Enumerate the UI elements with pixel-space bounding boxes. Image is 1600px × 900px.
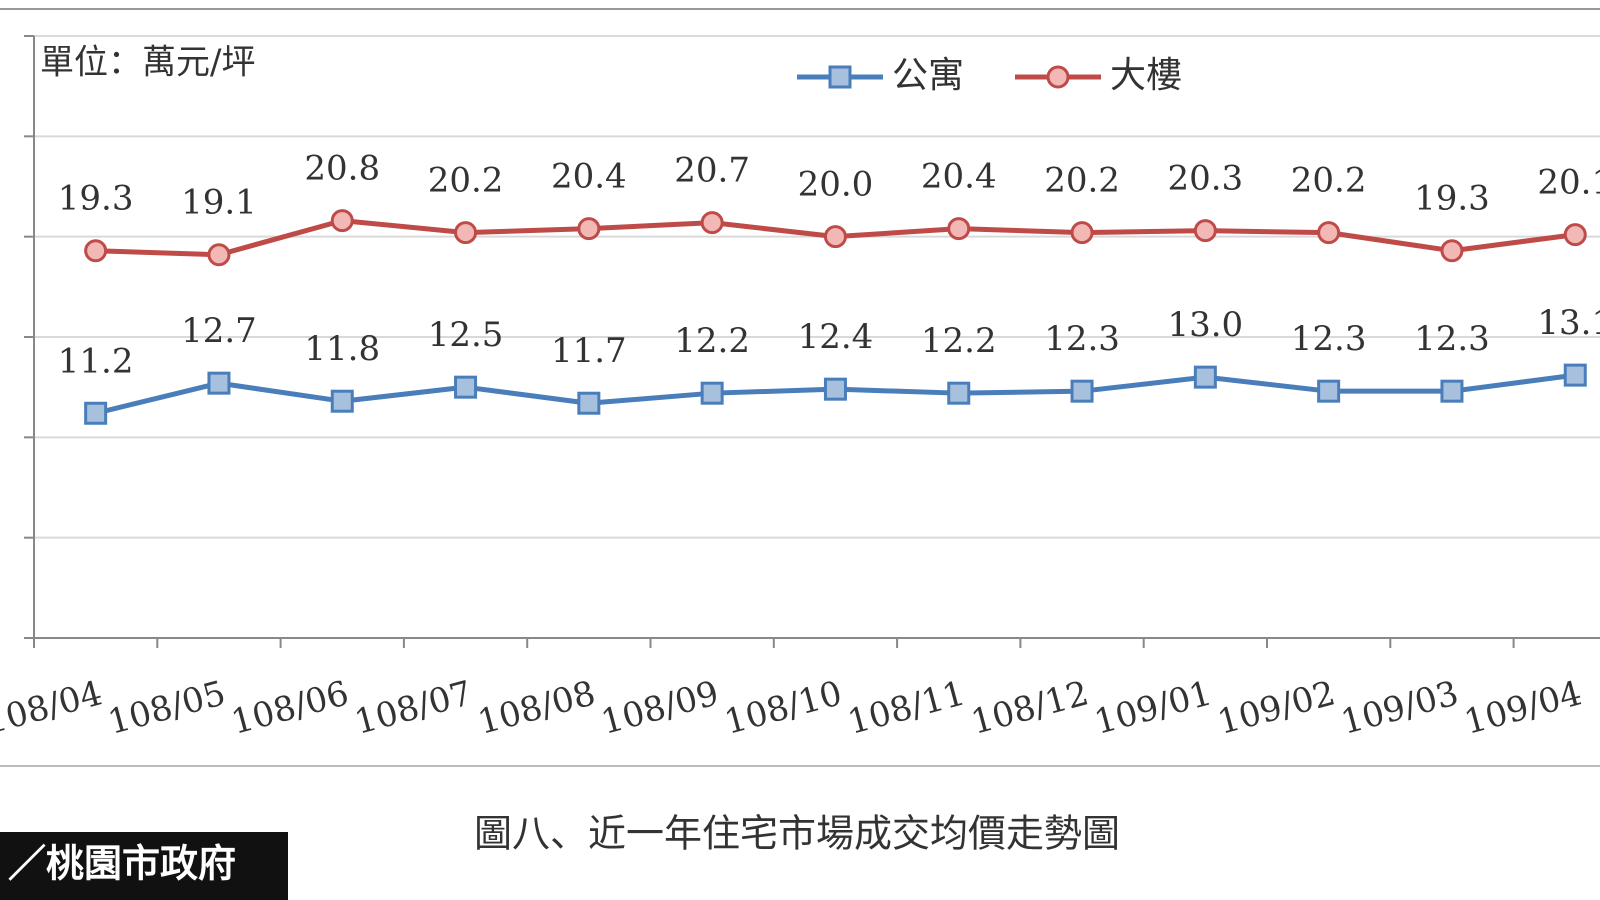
data-label: 11.7 xyxy=(551,331,627,371)
point xyxy=(1563,363,1587,387)
legend-marker xyxy=(828,65,852,89)
x-tick-label: 108/09 xyxy=(597,673,723,743)
legend-label: 公寓 xyxy=(892,55,964,96)
x-tick-label: 108/04 xyxy=(0,673,106,743)
point xyxy=(1193,219,1217,243)
data-label: 12.2 xyxy=(674,321,750,361)
point xyxy=(947,381,971,405)
data-label: 20.4 xyxy=(551,157,627,197)
point xyxy=(1563,223,1587,247)
point xyxy=(207,243,231,267)
x-tick-label: 109/02 xyxy=(1214,673,1340,743)
point xyxy=(454,221,478,245)
point xyxy=(84,401,108,425)
data-label: 20.0 xyxy=(798,165,874,205)
x-tick-label: 108/11 xyxy=(844,673,970,743)
x-tick-label: 108/08 xyxy=(474,673,600,743)
data-label: 13.0 xyxy=(1167,305,1243,345)
data-label: 20.2 xyxy=(428,161,504,201)
x-tick-label: 109/03 xyxy=(1337,673,1463,743)
data-label: 12.5 xyxy=(428,315,504,355)
data-label: 19.3 xyxy=(58,179,134,219)
data-label: 12.4 xyxy=(798,317,874,357)
data-label: 11.8 xyxy=(304,329,380,369)
data-label: 12.3 xyxy=(1414,319,1490,359)
point xyxy=(823,377,847,401)
source-box xyxy=(0,832,288,900)
point xyxy=(700,211,724,235)
point xyxy=(947,217,971,241)
unit-label: 單位：萬元/坪 xyxy=(40,43,255,83)
point xyxy=(1317,379,1341,403)
data-label: 13.1 xyxy=(1537,303,1600,343)
data-label: 12.3 xyxy=(1044,319,1120,359)
x-tick-label: 108/05 xyxy=(104,673,230,743)
data-label: 20.8 xyxy=(304,149,380,189)
point xyxy=(1440,239,1464,263)
data-label: 12.3 xyxy=(1291,319,1367,359)
caption: 圖八、近一年住宅市場成交均價走勢圖 xyxy=(474,812,1120,856)
x-tick-label: 109/04 xyxy=(1460,673,1586,743)
point xyxy=(1317,221,1341,245)
data-label: 20.7 xyxy=(674,151,750,191)
data-label: 20.1 xyxy=(1537,163,1600,203)
point xyxy=(330,389,354,413)
data-label: 20.3 xyxy=(1167,159,1243,199)
point xyxy=(330,209,354,233)
point xyxy=(700,381,724,405)
x-tick-label: 108/07 xyxy=(350,673,476,743)
data-label: 20.2 xyxy=(1291,161,1367,201)
point xyxy=(577,217,601,241)
x-tick-label: 108/12 xyxy=(967,673,1093,743)
x-tick-label: 108/10 xyxy=(720,673,846,743)
data-label: 12.7 xyxy=(181,311,257,351)
x-tick-label: 109/01 xyxy=(1090,673,1216,743)
legend-marker xyxy=(1046,65,1070,89)
point xyxy=(1070,221,1094,245)
source: ／桃園市政府 xyxy=(8,842,236,886)
legend-label: 大樓 xyxy=(1110,55,1182,96)
data-label: 12.2 xyxy=(921,321,997,361)
point xyxy=(84,239,108,263)
data-label: 20.4 xyxy=(921,157,997,197)
point xyxy=(823,225,847,249)
x-tick-label: 108/06 xyxy=(227,673,353,743)
point xyxy=(577,391,601,415)
data-label: 19.3 xyxy=(1414,179,1490,219)
point xyxy=(1193,365,1217,389)
point xyxy=(1070,379,1094,403)
data-label: 20.2 xyxy=(1044,161,1120,201)
point xyxy=(207,371,231,395)
data-label: 11.2 xyxy=(58,341,134,381)
point xyxy=(454,375,478,399)
data-label: 19.1 xyxy=(181,183,257,223)
point xyxy=(1440,379,1464,403)
